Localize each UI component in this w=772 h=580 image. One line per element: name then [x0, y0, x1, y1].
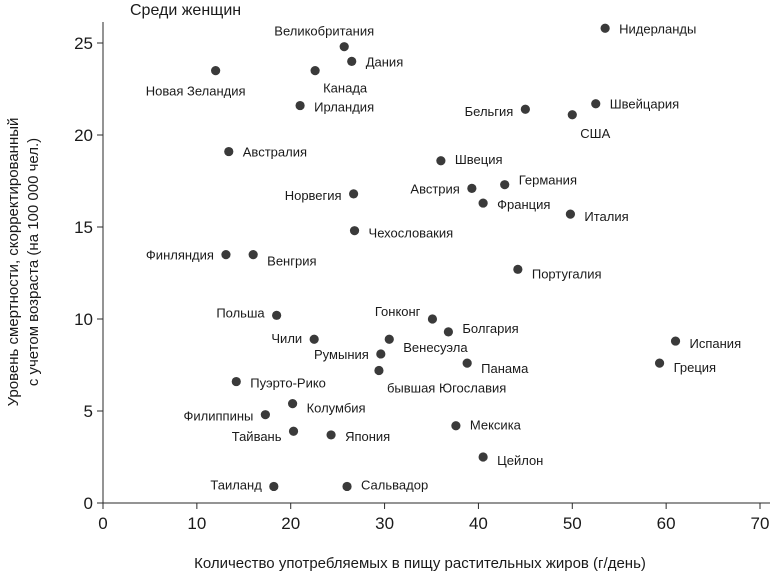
data-point — [269, 481, 279, 492]
y-tick-label: 0 — [84, 494, 93, 513]
data-point-label: Колумбия — [307, 401, 366, 416]
data-point — [467, 183, 477, 193]
data-point — [565, 209, 576, 219]
data-point — [248, 250, 258, 260]
x-tick-label: 30 — [375, 514, 394, 533]
data-point-label: Чехословакия — [369, 226, 454, 241]
data-point — [443, 327, 453, 337]
data-point-label: Венесуэла — [403, 340, 468, 355]
data-point-label: Сальвадор — [361, 477, 428, 492]
data-point-label: Канада — [323, 81, 368, 96]
y-axis-label-line2: с учетом возраста (на 100 000 чел.) — [25, 138, 42, 386]
data-point-label: Филиппины — [184, 409, 254, 424]
data-point-label: Польша — [216, 305, 265, 320]
data-point — [339, 42, 349, 52]
data-point-label: Португалия — [532, 266, 602, 281]
data-point — [348, 189, 359, 199]
x-tick-label: 50 — [563, 514, 582, 533]
data-point-label: Нидерланды — [619, 21, 696, 36]
data-point-label: Тайвань — [232, 429, 282, 444]
data-point-label: Испания — [690, 336, 742, 351]
data-point-label: Швейцария — [610, 97, 679, 112]
data-point — [451, 421, 461, 431]
x-tick-label: 70 — [751, 514, 770, 533]
data-point — [520, 104, 530, 114]
data-point — [427, 314, 438, 324]
data-point — [654, 358, 665, 368]
data-point — [376, 349, 386, 359]
data-point-label: Румыния — [314, 347, 369, 362]
x-axis-label: Количество употребляемых в пищу растител… — [194, 555, 646, 572]
x-tick-label: 60 — [657, 514, 676, 533]
data-point-label: бывшая Югославия — [387, 381, 506, 396]
data-point — [600, 23, 610, 33]
x-tick-label: 20 — [281, 514, 300, 533]
data-point-label: Пуэрто-Рико — [250, 376, 326, 391]
data-point — [211, 66, 221, 76]
data-point-label: США — [580, 126, 610, 141]
data-point — [272, 310, 282, 320]
data-point — [478, 452, 488, 462]
y-tick-label: 5 — [84, 402, 93, 421]
x-tick-label: 0 — [98, 514, 107, 533]
data-point — [670, 336, 681, 346]
data-point-label: Япония — [345, 429, 390, 444]
data-point — [221, 250, 231, 260]
data-point-label: Австралия — [243, 145, 307, 160]
data-point-label: Греция — [674, 360, 717, 375]
data-point — [349, 226, 360, 236]
y-tick-label: 25 — [74, 34, 93, 53]
data-point — [384, 334, 394, 344]
data-point-label: Дания — [366, 54, 404, 69]
data-point-label: Норвегия — [285, 188, 342, 203]
data-point — [326, 430, 336, 440]
data-point-label: Панама — [481, 361, 529, 376]
data-point-label: Швеция — [455, 152, 503, 167]
data-point-label: Болгария — [462, 321, 518, 336]
data-point — [591, 99, 601, 109]
data-point-label: Цейлон — [497, 453, 543, 468]
data-point-label: Новая Зеландия — [146, 84, 246, 99]
data-point — [295, 100, 305, 111]
data-point — [288, 426, 299, 436]
data-point-label: Гонконг — [375, 304, 421, 319]
y-tick-label: 15 — [74, 218, 93, 237]
y-axis-label-line1: Уровень смертности, скорректированный — [5, 118, 22, 407]
data-point — [500, 180, 510, 190]
y-tick-label: 20 — [74, 126, 93, 145]
data-point — [260, 410, 270, 420]
data-point — [342, 481, 352, 492]
data-point — [478, 198, 488, 208]
data-point-label: Бельгия — [465, 104, 514, 119]
data-point-label: Таиланд — [210, 477, 262, 492]
data-point-label: Австрия — [410, 181, 459, 196]
data-point — [224, 146, 234, 157]
data-point-label: Ирландия — [314, 100, 374, 115]
x-tick-label: 40 — [469, 514, 488, 533]
data-point — [462, 358, 472, 368]
data-point-label: Финляндия — [146, 248, 214, 263]
chart-title: Среди женщин — [130, 2, 241, 19]
data-point — [374, 365, 384, 376]
data-point — [567, 110, 577, 120]
x-tick-label: 10 — [187, 514, 206, 533]
y-tick-label: 10 — [74, 310, 93, 329]
data-point — [309, 334, 319, 344]
data-point — [287, 399, 298, 409]
data-point-label: Венгрия — [267, 254, 316, 269]
data-point — [231, 376, 241, 387]
data-point — [436, 156, 446, 166]
data-point-label: Мексика — [470, 418, 522, 433]
data-point — [347, 56, 357, 66]
data-point — [513, 264, 523, 274]
data-point-label: Франция — [497, 197, 550, 212]
data-point-label: Чили — [271, 331, 302, 346]
data-point-label: Италия — [584, 209, 628, 224]
data-point — [310, 66, 320, 76]
data-point-label: Германия — [519, 173, 577, 188]
data-point-label: Великобритания — [274, 24, 374, 39]
